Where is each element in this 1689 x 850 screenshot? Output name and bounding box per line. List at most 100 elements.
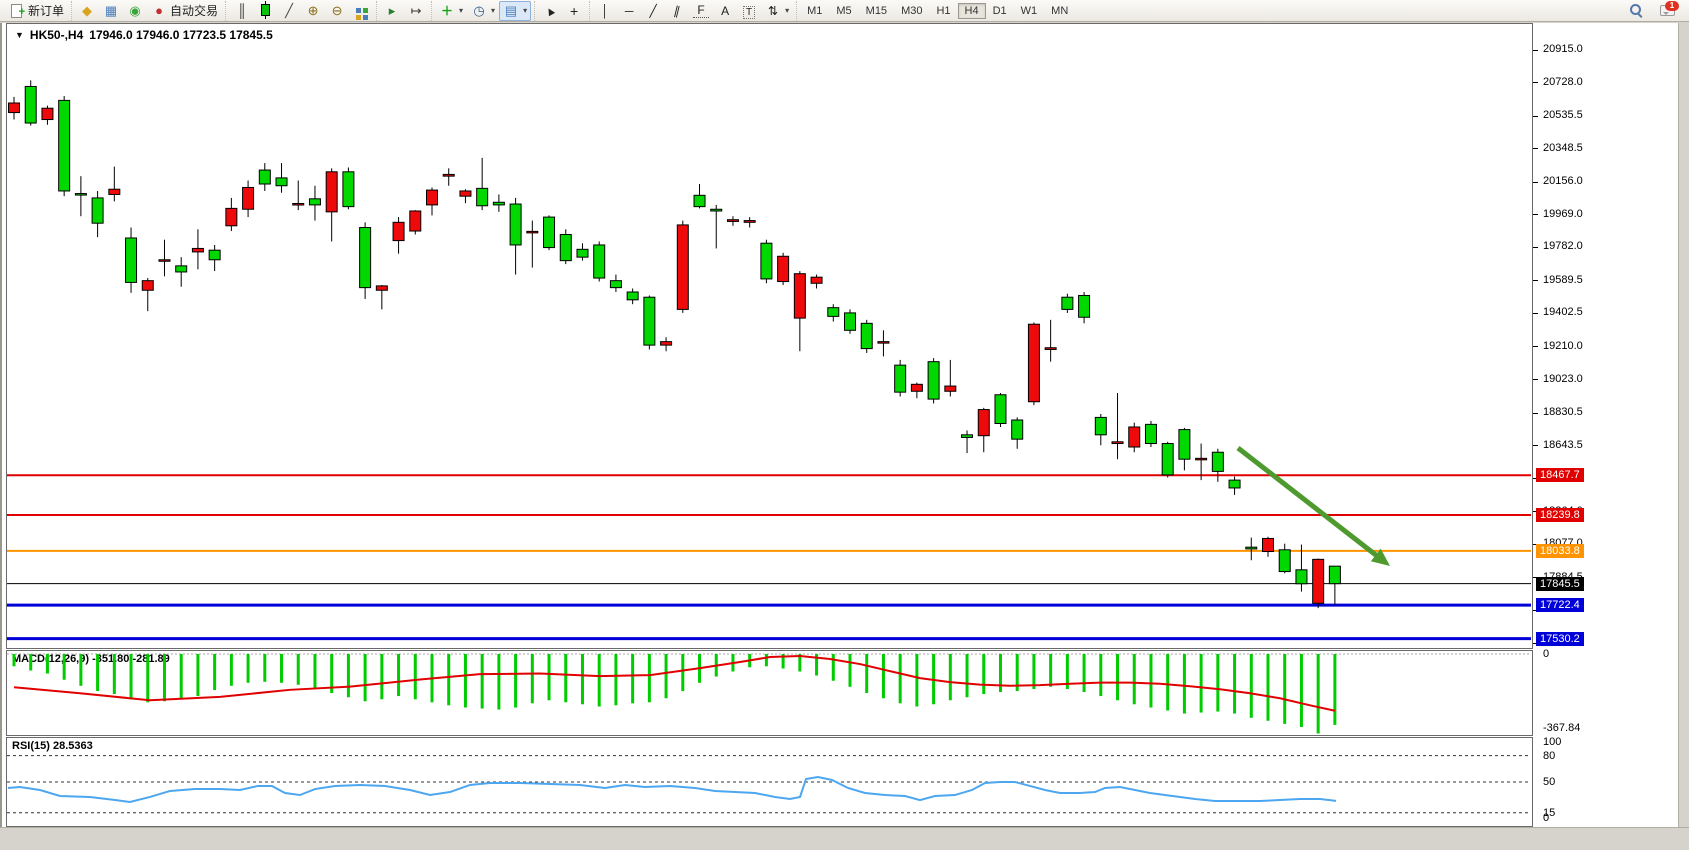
crosshair-button[interactable]: +: [562, 1, 586, 21]
candle: [375, 285, 388, 310]
chat-icon: 1: [1659, 0, 1679, 19]
macd-signal-line: [13, 655, 1336, 712]
tile-windows-icon: [353, 3, 369, 19]
zoom-out-button[interactable]: ⊖: [325, 1, 349, 21]
candle: [559, 229, 572, 265]
autotrading-label: 自动交易: [170, 4, 219, 18]
rsi-chart: [7, 755, 1531, 814]
candle: [325, 168, 338, 242]
timeframe-h4-button[interactable]: H4: [957, 2, 986, 19]
trade-panel-button[interactable]: ◆: [75, 1, 99, 21]
vertical-line-button[interactable]: │: [593, 1, 617, 21]
price-tick: 20348.5: [1543, 141, 1583, 154]
timeframe-w1-button[interactable]: W1: [1020, 4, 1038, 17]
price-tick: 20535.5: [1543, 109, 1583, 122]
line-chart-button[interactable]: ╱: [277, 1, 301, 21]
crosshair-icon: +: [569, 2, 579, 19]
signals-button[interactable]: ◉: [123, 1, 147, 21]
price-tick: 18643.5: [1543, 438, 1583, 451]
templates-button[interactable]: ▤ ▾: [499, 0, 532, 21]
timeframe-h1-button[interactable]: H1: [936, 4, 951, 17]
candle: [593, 241, 606, 282]
price-axis[interactable]: 20915.0 20728.0 20535.5 20348.5 20156.0 19969…: [1533, 23, 1678, 827]
candle: [1111, 393, 1124, 460]
candle: [158, 239, 171, 277]
auto-scroll-button[interactable]: ▸: [380, 1, 404, 21]
indicators-button[interactable]: ＋ ▾: [435, 1, 467, 21]
zoom-in-button[interactable]: ⊕: [301, 1, 325, 21]
equidistant-channel-button[interactable]: ∥: [665, 1, 689, 21]
signals-icon: ◉: [129, 2, 141, 18]
window-bottom-edge: [0, 827, 1689, 850]
market-watch-button[interactable]: ▦: [99, 1, 123, 21]
new-order-button[interactable]: + 新订单: [5, 0, 68, 21]
cursor-button[interactable]: ▲: [538, 1, 562, 21]
candle: [409, 210, 422, 235]
timeframe-mn-button[interactable]: MN: [1051, 4, 1069, 17]
candle: [292, 180, 305, 211]
horizontal-line-button[interactable]: ─: [617, 1, 641, 21]
price-label-17722.4: 17722.4: [1536, 598, 1584, 613]
price-tick: 20915.0: [1543, 43, 1583, 55]
timeframe-m5-button[interactable]: M5: [836, 4, 852, 17]
timeframe-m15-button[interactable]: M15: [865, 4, 888, 17]
dropdown-arrow-icon: ▾: [491, 6, 496, 15]
text-label-button[interactable]: T: [737, 1, 761, 21]
candle-chart-button[interactable]: [253, 0, 277, 21]
dropdown-arrow-icon: ▾: [785, 6, 790, 15]
rsi-line: [7, 775, 1337, 803]
candle: [308, 185, 321, 221]
price-panel[interactable]: ▼ HK50-,H4 17946.0 17946.0 17723.5 17845…: [6, 23, 1533, 649]
candle: [977, 407, 990, 453]
candle: [225, 197, 238, 232]
candle: [961, 430, 974, 454]
periods-icon: ◷: [473, 2, 485, 18]
candle: [275, 163, 288, 193]
candle: [426, 187, 438, 216]
autotrading-button[interactable]: ● 自动交易: [147, 0, 222, 21]
candle: [1144, 420, 1157, 448]
timeframe-d1-button[interactable]: D1: [992, 4, 1007, 17]
search-button[interactable]: [1626, 3, 1645, 18]
trendline-button[interactable]: ╱: [641, 1, 665, 21]
candle: [877, 330, 890, 357]
timeframe-m30-button[interactable]: M30: [901, 4, 923, 17]
text-button[interactable]: A: [713, 1, 737, 21]
new-order-icon: +: [9, 3, 25, 18]
candle-chart-icon: [257, 0, 273, 19]
notifications-button[interactable]: 1: [1655, 0, 1679, 21]
rsi-axis-label: 80: [1543, 749, 1556, 762]
chart-symbol-period: HK50-,H4: [29, 28, 84, 42]
candle: [1044, 319, 1057, 362]
timeframe-m1-button[interactable]: M1: [807, 4, 823, 17]
chart-shift-icon: ↦: [410, 2, 422, 18]
candle: [1211, 448, 1224, 482]
price-label-17845.5: 17845.5: [1536, 576, 1584, 591]
candle: [1245, 537, 1258, 561]
arrows-button[interactable]: ⇅ ▾: [761, 1, 793, 21]
market-watch-icon: ▦: [104, 2, 118, 18]
price-label-18033.8: 18033.8: [1536, 543, 1584, 558]
periods-button[interactable]: ◷ ▾: [467, 1, 499, 21]
candle: [459, 189, 472, 204]
tile-windows-button[interactable]: [349, 1, 373, 21]
candle: [1228, 476, 1241, 495]
price-tick: 19210.0: [1543, 339, 1583, 352]
rsi-axis-label: 50: [1543, 776, 1556, 788]
chart-shift-button[interactable]: ↦: [404, 1, 428, 21]
cursor-icon: ▲: [541, 1, 559, 20]
price-tick: 19402.5: [1543, 306, 1583, 319]
candle: [1011, 417, 1024, 449]
fibonacci-button[interactable]: F: [689, 2, 713, 20]
candle: [994, 393, 1007, 427]
candle: [626, 288, 639, 305]
bar-chart-button[interactable]: ║: [229, 1, 253, 21]
candle: [743, 217, 756, 228]
price-tick: 19023.0: [1543, 372, 1583, 385]
bar-chart-icon: ║: [237, 2, 246, 18]
candle: [1262, 536, 1274, 557]
symbol-dropdown-icon[interactable]: ▼: [15, 30, 24, 40]
candle: [1078, 291, 1091, 324]
price-label-17530.2: 17530.2: [1536, 631, 1584, 646]
candle: [492, 194, 505, 212]
